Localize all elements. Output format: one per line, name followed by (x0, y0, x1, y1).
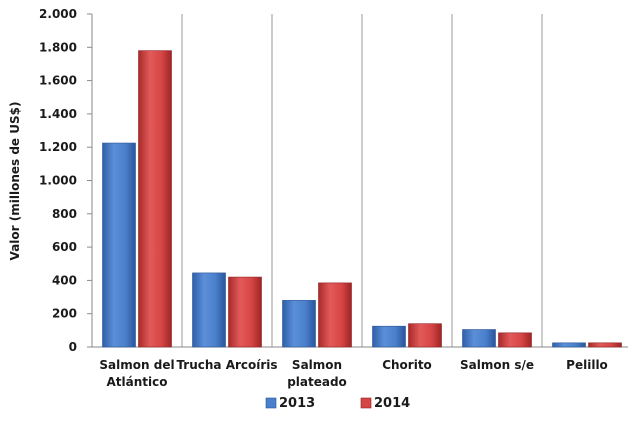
x-tick-label: Pelillo (566, 358, 608, 372)
x-tick-label: Salmon plateado (287, 358, 347, 389)
legend-label-2013: 2013 (279, 396, 315, 411)
bar-2014 (228, 276, 262, 348)
x-tick-label: Chorito (382, 358, 432, 372)
axis-layer (87, 13, 628, 348)
label-layer: 0 200 400 600 800 1.000 1.200 1.400 1.600 1.800 2.… (39, 7, 608, 389)
y-tick-label: 1.600 (39, 74, 77, 88)
grid-layer (181, 14, 543, 347)
y-tick-label: 1.200 (39, 140, 77, 154)
bar-2013 (192, 272, 226, 348)
bar-2013 (372, 325, 406, 348)
y-tick-label: 200 (52, 307, 77, 321)
bar-2014 (318, 282, 352, 348)
bar-layer (102, 50, 622, 348)
bar-2013 (102, 142, 136, 348)
y-axis-title: Valor (millones de US$) (8, 102, 22, 261)
legend-swatch-2014 (360, 397, 372, 409)
y-tick-label: 1.000 (39, 174, 77, 188)
bar-2014 (138, 50, 172, 348)
y-tick-label: 800 (52, 207, 77, 221)
legend-swatch-2013 (265, 397, 277, 409)
y-tick-label: 1.400 (39, 107, 77, 121)
legend-label-2014: 2014 (374, 396, 410, 411)
y-tick-label: 400 (52, 273, 77, 287)
y-tick-label: 1.800 (39, 40, 77, 54)
y-tick-label: 0 (69, 340, 77, 354)
bar-2014 (408, 323, 442, 348)
bar-2014 (498, 332, 532, 348)
x-tick-label: Salmon s/e (460, 358, 534, 372)
bar-2013 (552, 342, 586, 348)
x-tick-label: Trucha Arcoíris (176, 358, 277, 372)
y-tick-label: 2.000 (39, 7, 77, 21)
y-tick-label: 600 (52, 240, 77, 254)
bar-2013 (282, 300, 316, 348)
legend: 2013 2014 (265, 396, 410, 411)
bar-2013 (462, 329, 496, 348)
x-tick-label: Salmon del Atlántico (99, 358, 174, 389)
bar-2014 (588, 342, 622, 348)
